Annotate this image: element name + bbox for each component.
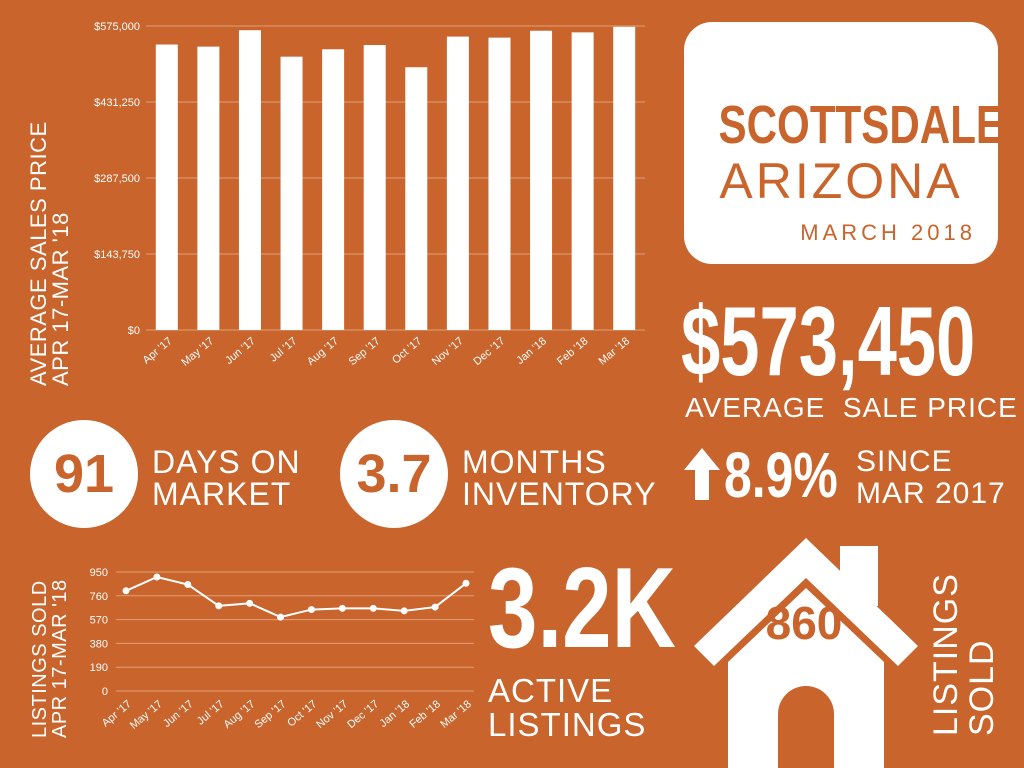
months-inventory-value: 3.7 bbox=[356, 444, 432, 504]
bar-chart-bar bbox=[613, 26, 636, 330]
line-chart-xtick: Dec '17 bbox=[345, 698, 381, 731]
listings-sold-value: 860 bbox=[765, 597, 843, 649]
line-chart-ytick: 190 bbox=[90, 662, 108, 674]
line-chart-point bbox=[431, 603, 439, 611]
bar-chart-bar bbox=[322, 49, 345, 331]
bar-chart-xtick: Mar '18 bbox=[597, 335, 633, 368]
days-on-market-value: 91 bbox=[53, 444, 115, 504]
months-inventory-circle: 3.7 bbox=[340, 420, 448, 528]
line-chart-xtick: Jun '17 bbox=[161, 698, 196, 730]
line-chart-point bbox=[462, 579, 470, 587]
days-on-market-label: DAYS ON MARKET bbox=[152, 444, 301, 512]
line-chart-xtick: Sep '17 bbox=[252, 698, 288, 731]
active-listings-label: ACTIVE LISTINGS bbox=[488, 672, 647, 743]
change-label: SINCE MAR 2017 bbox=[856, 445, 1006, 510]
bar-chart-ytick: $287,500 bbox=[94, 173, 140, 185]
bar-chart-bar bbox=[197, 46, 220, 330]
line-chart-point bbox=[277, 613, 285, 621]
months-inventory-label: MONTHS INVENTORY bbox=[462, 444, 657, 512]
bar-chart-xtick: Jan '18 bbox=[514, 335, 549, 367]
line-chart-ytick: 0 bbox=[102, 686, 108, 698]
bar-chart-ytick: $431,250 bbox=[94, 97, 140, 109]
bar-chart-bar bbox=[405, 67, 428, 331]
line-chart-series bbox=[125, 575, 467, 619]
bar-chart-ytick: $0 bbox=[128, 325, 140, 337]
line-chart-point bbox=[246, 599, 254, 607]
report-date: MARCH 2018 bbox=[800, 220, 976, 245]
line-chart-ytick: 570 bbox=[90, 615, 108, 627]
line-chart-ytick: 760 bbox=[90, 591, 108, 603]
line-chart-point bbox=[307, 606, 315, 614]
bar-chart-bar bbox=[571, 32, 594, 330]
up-arrow-icon bbox=[684, 448, 720, 500]
line-chart-point bbox=[153, 573, 161, 581]
bar-chart-bar bbox=[363, 45, 386, 330]
line-chart-ytick: 950 bbox=[90, 567, 108, 579]
city-title: SCOTTSDALE bbox=[718, 95, 1005, 155]
line-chart-xtick: Feb '18 bbox=[407, 698, 443, 731]
listings-sold-label: LISTINGS SOLD bbox=[927, 573, 1001, 736]
line-chart-point bbox=[184, 581, 192, 589]
line-chart-point bbox=[122, 587, 130, 595]
line-chart-xtick: Mar '18 bbox=[438, 698, 474, 731]
bar-chart-bar bbox=[488, 37, 511, 330]
line-chart-xtick: Oct '17 bbox=[285, 698, 319, 729]
line-chart-xtick: Aug '17 bbox=[222, 698, 258, 731]
state-title: ARIZONA bbox=[719, 153, 963, 209]
line-chart-xtick: May '17 bbox=[128, 698, 165, 732]
title-card: SCOTTSDALE ARIZONA MARCH 2018 bbox=[684, 22, 1005, 264]
line-chart-xtick: Jan '18 bbox=[377, 698, 412, 730]
bar-chart-bar bbox=[530, 30, 553, 330]
line-chart-ytick: 380 bbox=[90, 638, 108, 650]
bar-chart-bar bbox=[280, 56, 303, 331]
line-chart-point bbox=[400, 607, 408, 615]
change-pct-value: 8.9% bbox=[724, 439, 838, 511]
bar-chart-bar bbox=[155, 44, 178, 331]
days-on-market-circle: 91 bbox=[30, 420, 138, 528]
bar-chart-bar bbox=[238, 30, 261, 331]
line-chart-point bbox=[338, 604, 346, 612]
avg-price-label: AVERAGE SALE PRICE bbox=[685, 392, 1018, 423]
bar-chart-ytick: $143,750 bbox=[94, 249, 140, 261]
bar-chart-ytick: $575,000 bbox=[94, 21, 140, 33]
avg-price-value: $573,450 bbox=[681, 286, 976, 396]
line-chart-point bbox=[369, 604, 377, 612]
line-chart-point bbox=[215, 602, 223, 610]
bar-chart-xtick: Feb '18 bbox=[555, 335, 591, 368]
house-icon bbox=[694, 538, 918, 768]
line-chart-xtick: Nov '17 bbox=[314, 698, 350, 731]
active-listings-value: 3.2K bbox=[488, 545, 676, 672]
bar-chart-bar bbox=[446, 36, 469, 330]
